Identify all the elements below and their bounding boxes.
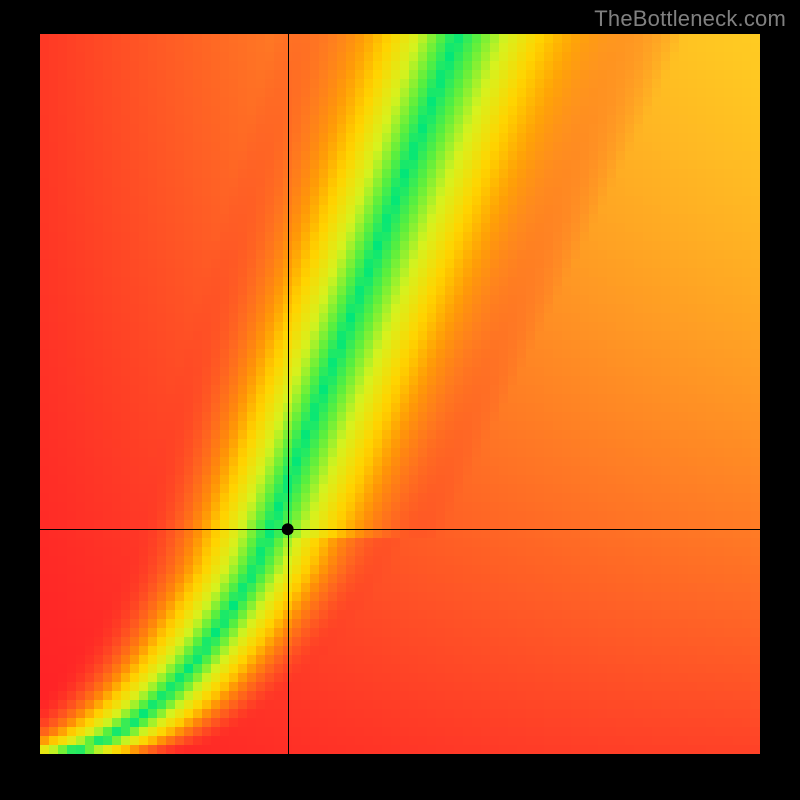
watermark-text: TheBottleneck.com — [594, 6, 786, 32]
heatmap-canvas — [40, 34, 760, 754]
heatmap-plot — [40, 34, 760, 754]
figure-container: TheBottleneck.com — [0, 0, 800, 800]
